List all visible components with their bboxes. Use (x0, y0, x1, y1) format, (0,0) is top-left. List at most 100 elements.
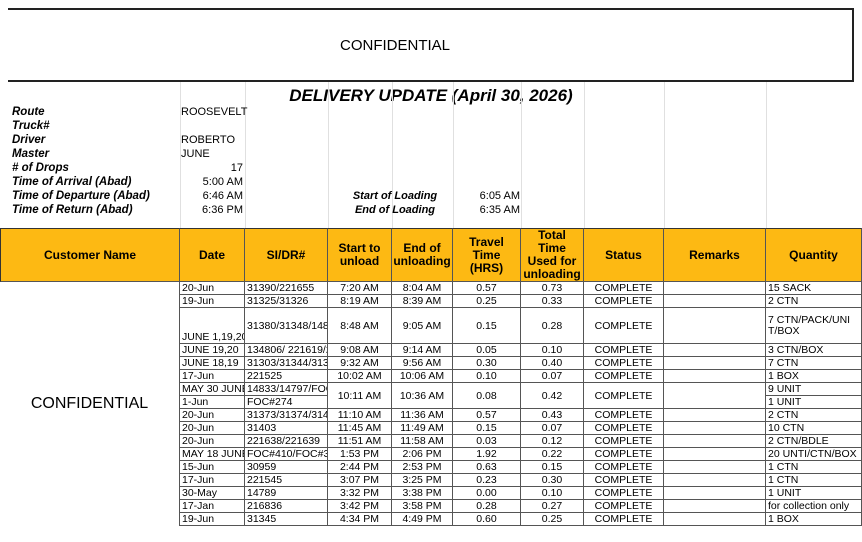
info-value: JUNE (181, 148, 210, 160)
table-cell: 2:53 PM (392, 461, 453, 474)
remarks-cell (664, 308, 766, 344)
table-cell: 0.33 (521, 295, 584, 308)
table-cell: COMPLETE (584, 448, 664, 461)
table-cell: 15 SACK (766, 282, 862, 295)
remarks-cell (664, 383, 766, 409)
table-cell: 0.12 (521, 435, 584, 448)
table-cell: 0.00 (453, 487, 521, 500)
column-header: Start to unload (328, 228, 392, 282)
column-header: End of unloading (392, 228, 453, 282)
table-cell: 0.25 (453, 295, 521, 308)
table-cell: 1-Jun (180, 396, 245, 409)
table-cell: 9:56 AM (392, 357, 453, 370)
table-cell: COMPLETE (584, 344, 664, 357)
table-cell: 8:48 AM (328, 308, 392, 344)
table-cell: 7 CTN/PACK/UNIT/BOX (766, 308, 862, 344)
table-cell: COMPLETE (584, 435, 664, 448)
table-cell: 17-Jan (180, 500, 245, 513)
loading-label: End of Loading (354, 204, 436, 216)
table-cell: 11:49 AM (392, 422, 453, 435)
table-cell: JUNE 1,19,20 (180, 308, 245, 344)
table-cell: 1 BOX (766, 370, 862, 383)
table-cell: 0.57 (453, 409, 521, 422)
table-cell: 31303/31344/3136 (245, 357, 328, 370)
info-label: Time of Return (Abad) (12, 204, 133, 216)
table-cell: 216836 (245, 500, 328, 513)
table-cell: 3:25 PM (392, 474, 453, 487)
remarks-cell (664, 461, 766, 474)
remarks-cell (664, 295, 766, 308)
table-cell: 11:10 AM (328, 409, 392, 422)
table-cell: 31373/31374/3140 (245, 409, 328, 422)
remarks-cell (664, 370, 766, 383)
banner-text: CONFIDENTIAL (339, 36, 450, 54)
table-cell: 10:02 AM (328, 370, 392, 383)
table-cell: 1 BOX (766, 513, 862, 526)
table-cell: 0.60 (453, 513, 521, 526)
table-cell: 3:42 PM (328, 500, 392, 513)
table-cell: 11:58 AM (392, 435, 453, 448)
sheet-grid (664, 82, 665, 228)
column-header: Customer Name (0, 228, 180, 282)
table-cell: 0.30 (521, 474, 584, 487)
title: DELIVERY UPDATE (April 30, 2026) (289, 86, 573, 105)
table-cell: 14833/14797/FOC# (245, 383, 328, 396)
info-label: Truck# (12, 120, 50, 132)
table-cell: JUNE 19,20 (180, 344, 245, 357)
table-cell: 1 CTN (766, 461, 862, 474)
column-header: Status (584, 228, 664, 282)
info-value: 6:36 PM (202, 204, 243, 216)
remarks-cell (664, 282, 766, 295)
table-cell: 1 CTN (766, 474, 862, 487)
table-cell: 3:32 PM (328, 487, 392, 500)
table-cell: COMPLETE (584, 513, 664, 526)
remarks-cell (664, 344, 766, 357)
table-cell: 4:49 PM (392, 513, 453, 526)
info-label: Driver (12, 134, 46, 146)
table-cell: 0.27 (521, 500, 584, 513)
table-cell: 9:32 AM (328, 357, 392, 370)
table-cell: 19-Jun (180, 513, 245, 526)
remarks-cell (664, 435, 766, 448)
table-cell: 2 CTN/BDLE (766, 435, 862, 448)
table-cell: 8:04 AM (392, 282, 453, 295)
table-cell: 0.10 (453, 370, 521, 383)
table-cell: 0.15 (453, 308, 521, 344)
table-cell: COMPLETE (584, 370, 664, 383)
customer-cell: CONFIDENTIAL (0, 282, 180, 526)
sheet-grid (521, 82, 522, 228)
table-cell: 7:20 AM (328, 282, 392, 295)
remarks-cell (664, 448, 766, 461)
table-cell: 0.03 (453, 435, 521, 448)
table-cell: 20-Jun (180, 282, 245, 295)
remarks-cell (664, 474, 766, 487)
table-cell: 20 UNTI/CTN/BOX (766, 448, 862, 461)
table-cell: 0.28 (521, 308, 584, 344)
table-cell: 0.57 (453, 282, 521, 295)
info-value: 6:46 AM (202, 190, 243, 202)
table-cell: 31390/221655 (245, 282, 328, 295)
info-label: Time of Arrival (Abad) (12, 176, 132, 188)
table-cell: COMPLETE (584, 357, 664, 370)
table-cell: 17-Jun (180, 474, 245, 487)
table-cell: COMPLETE (584, 282, 664, 295)
remarks-cell (664, 409, 766, 422)
sheet-grid (766, 82, 767, 228)
table-cell: 31403 (245, 422, 328, 435)
table-cell: 20-Jun (180, 422, 245, 435)
table-cell: FOC#410/FOC#34 (245, 448, 328, 461)
column-header: SI/DR# (245, 228, 328, 282)
table-cell: 221545 (245, 474, 328, 487)
table-cell: 30959 (245, 461, 328, 474)
table-cell: 0.15 (453, 422, 521, 435)
table-cell: 0.28 (453, 500, 521, 513)
loading-value: 6:35 AM (479, 204, 520, 216)
table-cell: 3 CTN/BOX (766, 344, 862, 357)
table-cell: 10:11 AM (328, 383, 392, 409)
table-cell: 221525 (245, 370, 328, 383)
table-cell: 134806/ 221619/22 (245, 344, 328, 357)
table-cell: 221638/221639 (245, 435, 328, 448)
table-cell: 9:08 AM (328, 344, 392, 357)
remarks-cell (664, 357, 766, 370)
table-cell: 15-Jun (180, 461, 245, 474)
